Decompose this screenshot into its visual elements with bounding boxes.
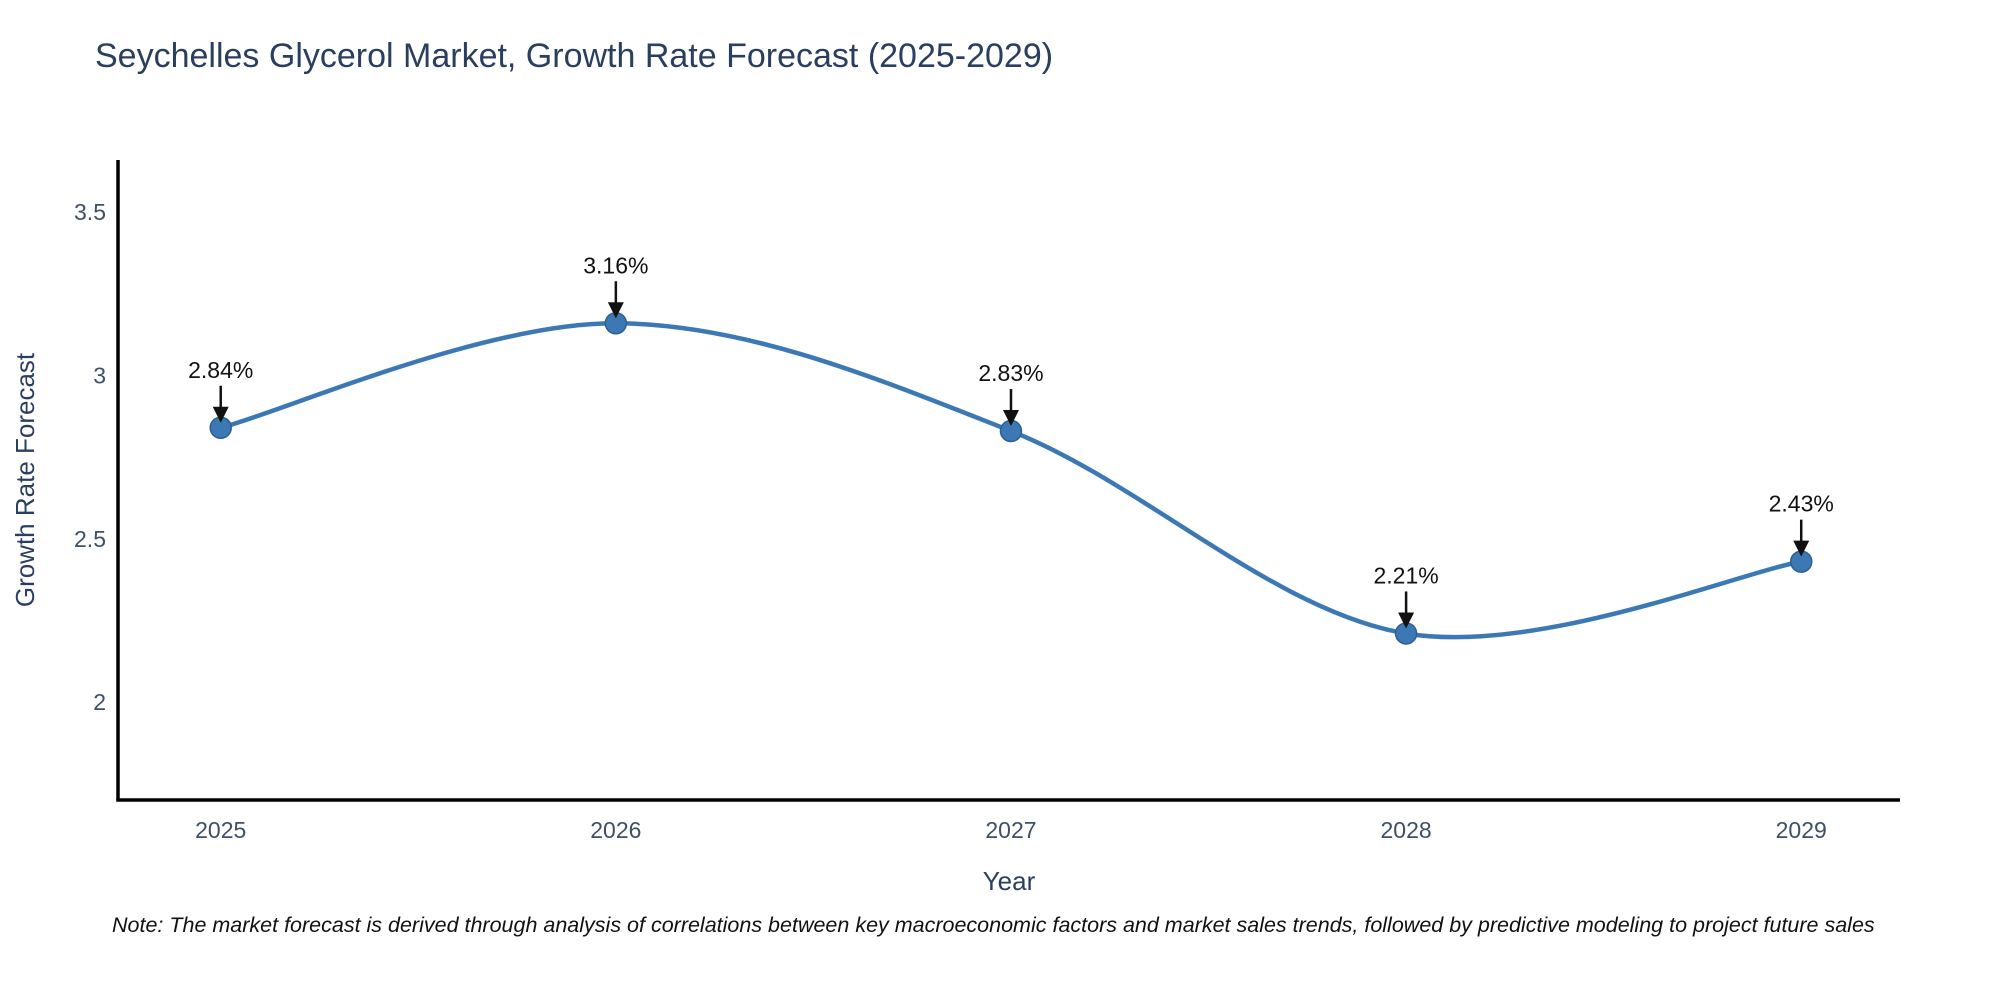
chart-title: Seychelles Glycerol Market, Growth Rate … [95,37,1054,75]
point-annotation: 2.84% [188,357,253,423]
y-tick-label: 3 [93,363,106,389]
annotation-arrowhead-icon [1793,540,1810,557]
x-tick-labels: 2025 2026 2027 2028 2029 [195,817,1827,843]
point-value-label: 2.83% [978,360,1043,386]
annotation-arrowhead-icon [1398,612,1415,629]
point-value-label: 2.43% [1769,491,1834,517]
annotation-arrowhead-icon [607,302,624,319]
y-axis-title: Growth Rate Forecast [10,352,40,607]
point-value-label: 2.21% [1373,562,1438,588]
annotation-arrowhead-icon [1002,410,1019,427]
point-value-label: 3.16% [583,252,648,278]
y-tick-label: 2 [93,689,106,715]
point-annotation: 2.83% [978,360,1044,427]
y-tick-label: 2.5 [74,526,106,552]
x-tick-label: 2025 [195,817,246,843]
point-annotation: 3.16% [583,252,648,319]
point-annotation: 2.21% [1373,562,1439,629]
point-value-label: 2.84% [188,357,253,383]
y-tick-label: 3.5 [74,199,106,225]
x-axis-title: Year [983,866,1036,896]
footnote: Note: The market forecast is derived thr… [112,913,1875,937]
x-tick-label: 2028 [1381,817,1432,843]
x-tick-label: 2029 [1776,817,1827,843]
x-tick-label: 2026 [590,817,641,843]
point-annotations: 2.84% 3.16% 2.83% 2.21% 2.43% [188,252,1834,629]
point-annotation: 2.43% [1769,491,1834,557]
annotation-arrowhead-icon [212,406,229,423]
x-tick-label: 2027 [985,817,1036,843]
y-tick-labels: 3.5 3 2.5 2 [74,199,106,715]
